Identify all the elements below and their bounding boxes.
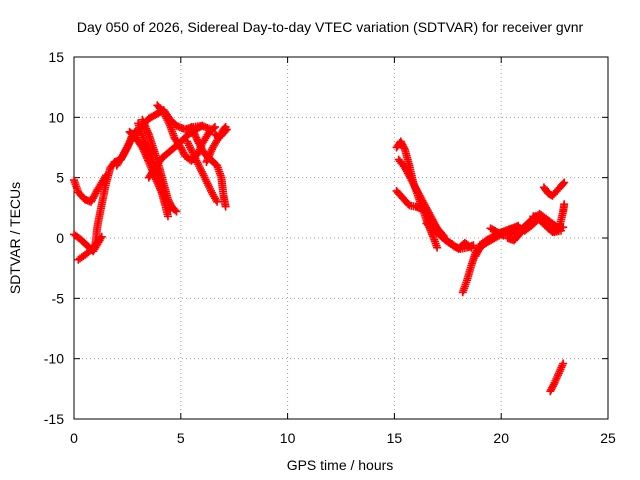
- data-point: [209, 124, 218, 133]
- data-point: [189, 126, 198, 135]
- data-point: [140, 137, 149, 146]
- data-point: [191, 132, 200, 141]
- x-tick-label: 10: [280, 430, 296, 446]
- data-point: [400, 144, 409, 153]
- data-point: [559, 179, 568, 188]
- data-point: [198, 121, 207, 130]
- data-point: [187, 122, 196, 131]
- y-axis-label: SDTVAR / TECUs: [7, 182, 23, 294]
- data-point: [203, 156, 212, 165]
- data-point: [222, 125, 231, 134]
- data-point: [142, 142, 151, 151]
- data-point: [213, 197, 222, 206]
- data-track: [187, 122, 230, 211]
- data-point: [139, 117, 148, 126]
- y-tick-label: -5: [52, 290, 65, 306]
- data-point: [190, 130, 199, 139]
- axis-ticks: 0 5 10 15 20 25 15 10 5 0 -5 -10 -15: [44, 49, 616, 446]
- data-point: [143, 128, 152, 137]
- data-point: [189, 128, 198, 137]
- data-track: [422, 219, 476, 253]
- data-point: [549, 380, 558, 389]
- data-point: [143, 126, 152, 135]
- data-point: [210, 122, 219, 131]
- data-point: [560, 178, 569, 187]
- data-point: [212, 195, 221, 204]
- x-tick-label: 25: [600, 430, 616, 446]
- data-point: [172, 207, 181, 216]
- x-axis-label: GPS time / hours: [287, 457, 394, 473]
- data-layer: [70, 101, 569, 396]
- data-track: [183, 137, 222, 206]
- data-track: [539, 178, 569, 200]
- data-point: [163, 212, 172, 221]
- data-point: [206, 148, 215, 157]
- data-point: [142, 124, 151, 133]
- y-tick-label: 15: [48, 49, 64, 65]
- data-point: [221, 126, 230, 135]
- data-point: [188, 124, 197, 133]
- data-point: [193, 135, 202, 144]
- data-point: [207, 147, 216, 156]
- data-point: [196, 122, 205, 131]
- data-point: [205, 150, 214, 159]
- data-point: [433, 243, 442, 252]
- data-point: [465, 242, 474, 251]
- y-tick-label: -15: [44, 411, 64, 427]
- data-point: [221, 202, 230, 211]
- data-point: [204, 154, 213, 163]
- data-point: [192, 133, 201, 142]
- y-tick-label: 0: [56, 230, 64, 246]
- data-point: [141, 139, 150, 148]
- data-point: [97, 232, 106, 241]
- x-tick-label: 20: [493, 430, 509, 446]
- data-point: [171, 206, 180, 215]
- data-point: [559, 359, 568, 368]
- data-track: [138, 115, 181, 216]
- y-tick-label: 5: [56, 170, 64, 186]
- data-point: [140, 121, 149, 130]
- y-tick-label: -10: [44, 351, 64, 367]
- data-point: [144, 146, 153, 155]
- data-track: [210, 125, 231, 142]
- data-track: [546, 359, 568, 396]
- data-point: [139, 119, 148, 128]
- data-point: [138, 115, 147, 124]
- data-track: [529, 200, 569, 236]
- x-tick-label: 5: [177, 430, 185, 446]
- x-tick-label: 15: [387, 430, 403, 446]
- data-point: [467, 243, 476, 252]
- data-point: [560, 200, 569, 209]
- chart-title: Day 050 of 2026, Sidereal Day-to-day VTE…: [77, 19, 584, 35]
- x-tick-label: 0: [70, 430, 78, 446]
- y-tick-label: 10: [48, 109, 64, 125]
- data-point: [143, 144, 152, 153]
- data-point: [202, 157, 211, 166]
- data-point: [204, 152, 213, 161]
- data-point: [141, 122, 150, 131]
